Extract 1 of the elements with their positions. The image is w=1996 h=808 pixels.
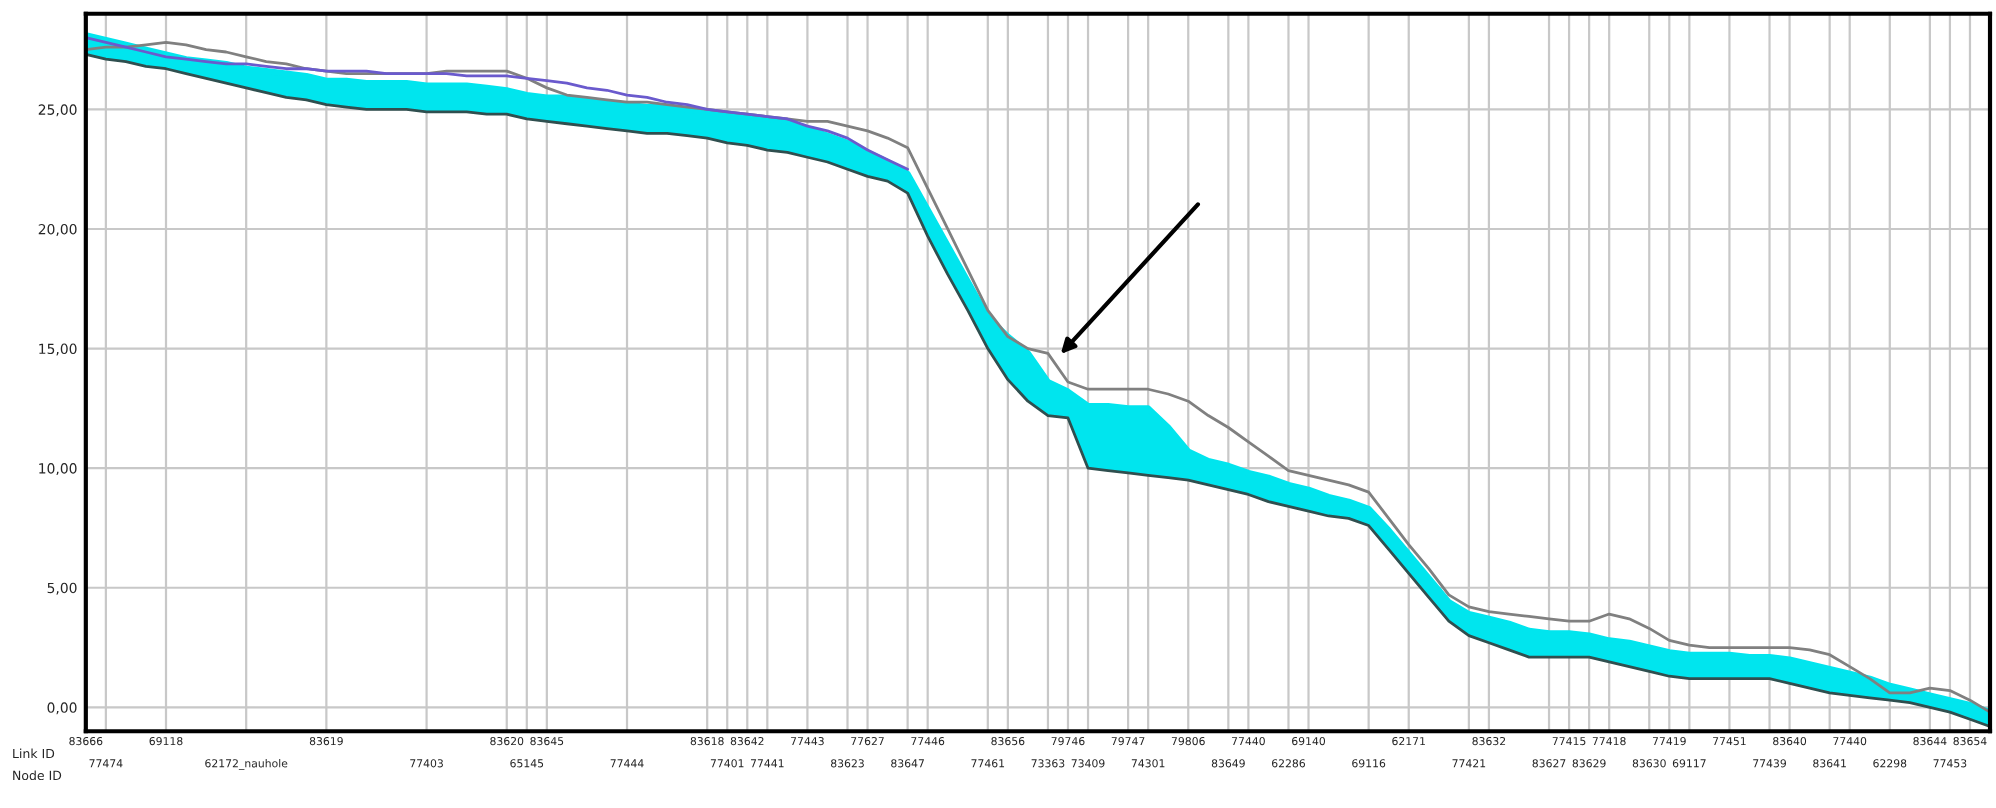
line-series: [85, 36, 910, 171]
